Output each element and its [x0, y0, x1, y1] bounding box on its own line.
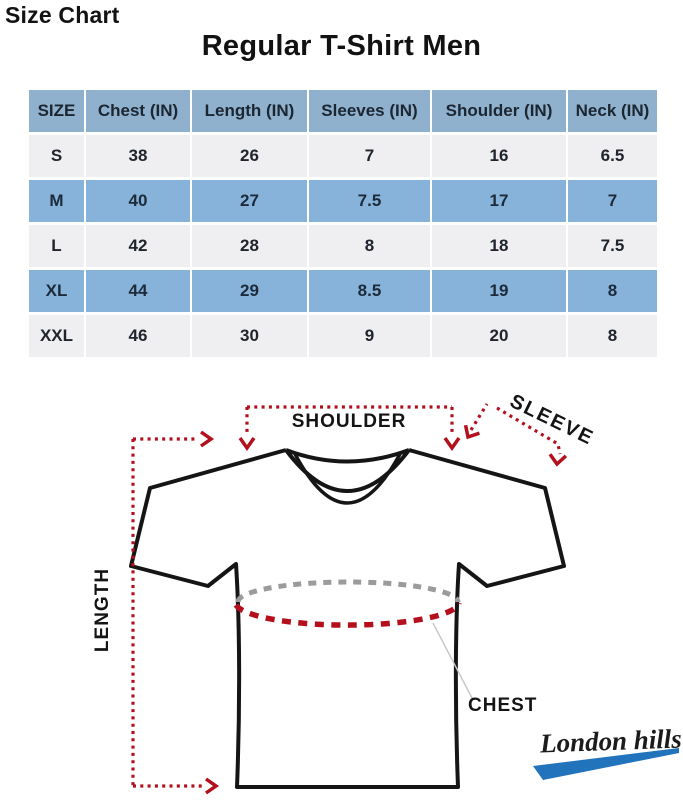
shoulder-measure-arrows-icon [245, 405, 454, 436]
cell-shoulder: 20 [432, 315, 566, 357]
cell-chest: 46 [86, 315, 190, 357]
length-arrow-bottom-icon [204, 777, 220, 795]
cell-chest: 42 [86, 225, 190, 267]
table-row-l: L 42 28 8 18 7.5 [29, 225, 657, 267]
page-title: Size Chart [5, 2, 120, 28]
cell-length: 29 [192, 270, 307, 312]
table-header-row: SIZE Chest (IN) Length (IN) Sleeves (IN)… [29, 90, 657, 132]
table-row-m: M 40 27 7.5 17 7 [29, 180, 657, 222]
cell-sleeves: 9 [309, 315, 430, 357]
cell-neck: 7 [568, 180, 657, 222]
cell-chest: 40 [86, 180, 190, 222]
col-header-shoulder: Shoulder (IN) [432, 90, 566, 132]
col-header-sleeves: Sleeves (IN) [309, 90, 430, 132]
sleeve-label: SLEEVE [506, 390, 597, 450]
cell-shoulder: 16 [432, 135, 566, 177]
col-header-chest: Chest (IN) [86, 90, 190, 132]
cell-size: XL [29, 270, 84, 312]
shoulder-arrow-right-icon [443, 436, 461, 452]
cell-size: L [29, 225, 84, 267]
cell-sleeves: 8.5 [309, 270, 430, 312]
cell-neck: 8 [568, 270, 657, 312]
chest-pointer-line-icon [432, 622, 473, 699]
shoulder-arrow-left-icon [238, 436, 256, 452]
chest-ellipse-front-icon [233, 602, 462, 628]
cell-sleeves: 7 [309, 135, 430, 177]
length-label: LENGTH [92, 568, 113, 652]
cell-chest: 38 [86, 135, 190, 177]
chest-label: CHEST [468, 695, 537, 716]
cell-shoulder: 19 [432, 270, 566, 312]
tshirt-measurement-diagram: SHOULDER SLEEVE LENGTH CHEST [92, 390, 598, 795]
chest-ellipse-back-icon [235, 579, 461, 603]
cell-length: 26 [192, 135, 307, 177]
size-table: SIZE Chest (IN) Length (IN) Sleeves (IN)… [27, 87, 659, 360]
cell-size: XXL [29, 315, 84, 357]
cell-neck: 8 [568, 315, 657, 357]
brand-logo-swoosh-icon [533, 748, 679, 780]
length-arrow-top-icon [199, 430, 215, 448]
cell-size: M [29, 180, 84, 222]
table-row-xxl: XXL 46 30 9 20 8 [29, 315, 657, 357]
cell-sleeves: 7.5 [309, 180, 430, 222]
chart-subtitle: Regular T-Shirt Men [201, 30, 482, 62]
shoulder-label: SHOULDER [292, 411, 407, 432]
cell-size: S [29, 135, 84, 177]
cell-shoulder: 18 [432, 225, 566, 267]
table-row-xl: XL 44 29 8.5 19 8 [29, 270, 657, 312]
cell-shoulder: 17 [432, 180, 566, 222]
cell-chest: 44 [86, 270, 190, 312]
col-header-size: SIZE [29, 90, 84, 132]
cell-neck: 7.5 [568, 225, 657, 267]
cell-length: 28 [192, 225, 307, 267]
sleeve-arrow-left-icon [463, 424, 480, 440]
cell-sleeves: 8 [309, 225, 430, 267]
col-header-length: Length (IN) [192, 90, 307, 132]
cell-length: 30 [192, 315, 307, 357]
cell-neck: 6.5 [568, 135, 657, 177]
tshirt-outline [129, 448, 566, 789]
table-row-s: S 38 26 7 16 6.5 [29, 135, 657, 177]
sleeve-arrow-right-icon [548, 453, 568, 467]
cell-length: 27 [192, 180, 307, 222]
col-header-neck: Neck (IN) [568, 90, 657, 132]
sleeve-measure-arrows-icon [469, 403, 562, 455]
